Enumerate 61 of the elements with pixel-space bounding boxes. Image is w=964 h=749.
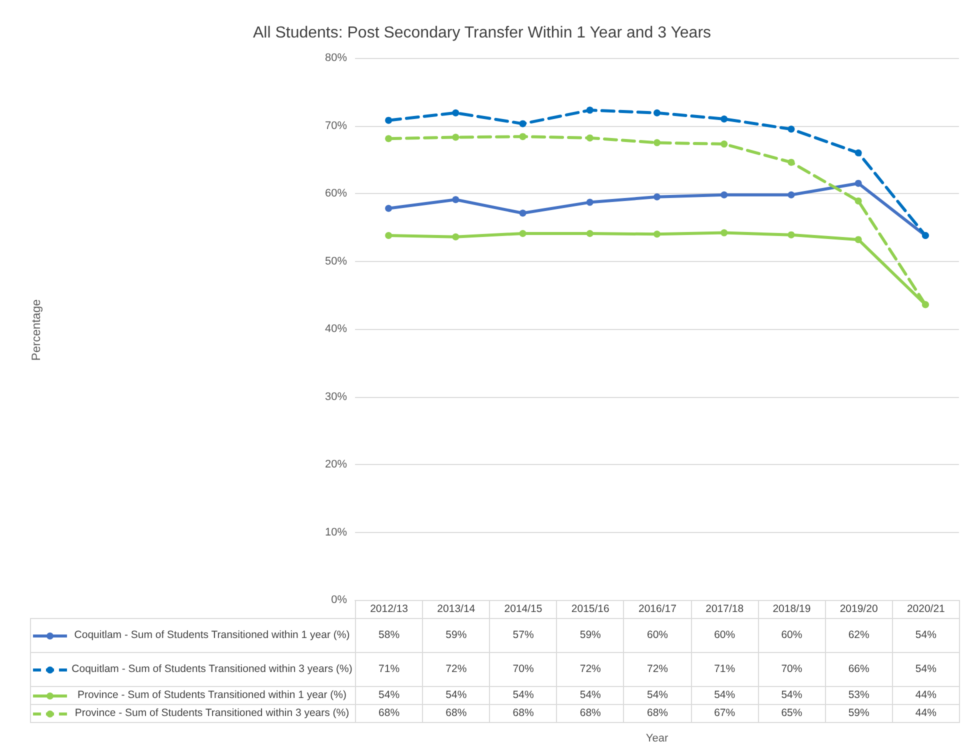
- text: Year: [646, 732, 668, 744]
- data-label: 53%: [825, 686, 892, 704]
- x-tick-label: 2016/17: [624, 600, 692, 618]
- x-tick-label: 2019/20: [825, 600, 892, 618]
- x-tick-label: 2013/14: [422, 600, 490, 618]
- data-label: 68%: [624, 704, 692, 722]
- legend-label: Coquitlam - Sum of Students Transitioned within 3 years (%): [70, 663, 354, 676]
- data-label: 71%: [691, 652, 758, 686]
- y-tick-label: 80%: [324, 52, 348, 64]
- data-label: 62%: [825, 618, 892, 652]
- data-label: 60%: [758, 618, 826, 652]
- data-label: 54%: [356, 686, 423, 704]
- data-label: 70%: [758, 652, 826, 686]
- data-label: 44%: [892, 704, 960, 722]
- data-label: 57%: [490, 618, 557, 652]
- data-label: 72%: [422, 652, 490, 686]
- data-label: 58%: [356, 618, 423, 652]
- data-label: 54%: [490, 686, 557, 704]
- x-tick-label: 2017/18: [691, 600, 758, 618]
- data-label: 65%: [758, 704, 826, 722]
- text: Percentage: [29, 298, 43, 361]
- data-label: 70%: [490, 652, 557, 686]
- legend-label: Province - Sum of Students Transitioned within 3 years (%): [74, 707, 350, 720]
- data-label: 72%: [556, 652, 624, 686]
- data-label: 68%: [490, 704, 557, 722]
- data-label: 66%: [825, 652, 892, 686]
- data-label: 72%: [624, 652, 692, 686]
- y-tick-label: 0%: [331, 594, 348, 606]
- y-tick-label: 50%: [324, 255, 348, 268]
- data-label: 54%: [892, 618, 960, 652]
- y-tick-label: 10%: [324, 526, 348, 538]
- data-label: 54%: [624, 686, 692, 704]
- legend-label: Province - Sum of Students Transitioned within 1 year (%): [76, 689, 348, 702]
- x-tick-label: 2014/15: [490, 600, 557, 618]
- data-label: 71%: [356, 652, 423, 686]
- data-label: 60%: [624, 618, 692, 652]
- data-label: 54%: [758, 686, 826, 704]
- chart-title: All Students: Post Secondary Transfer Within 1 Year and 3 Years: [252, 24, 712, 42]
- y-tick-label: 60%: [324, 188, 348, 200]
- y-tick-label: 30%: [324, 390, 348, 403]
- y-tick-label: 20%: [324, 458, 348, 470]
- data-label: 59%: [422, 618, 490, 652]
- x-tick-label: 2012/13: [356, 600, 423, 618]
- data-label: 68%: [356, 704, 423, 722]
- x-tick-label: 2020/21: [892, 600, 960, 618]
- data-label: 54%: [892, 652, 960, 686]
- legend-label: Coquitlam - Sum of Students Transitioned within 1 year (%): [73, 629, 351, 642]
- data-label: 59%: [825, 704, 892, 722]
- data-label: 54%: [422, 686, 490, 704]
- data-label: 67%: [691, 704, 758, 722]
- data-label: 68%: [422, 704, 490, 722]
- data-label: 60%: [691, 618, 758, 652]
- data-label: 68%: [556, 704, 624, 722]
- y-tick-label: 70%: [324, 120, 348, 132]
- data-label: 54%: [691, 686, 758, 704]
- data-label: 59%: [556, 618, 624, 652]
- y-tick-label: 40%: [324, 323, 348, 335]
- data-label: 54%: [556, 686, 624, 704]
- data-label: 44%: [892, 686, 960, 704]
- x-tick-label: 2015/16: [556, 600, 624, 618]
- x-tick-label: 2018/19: [758, 600, 826, 618]
